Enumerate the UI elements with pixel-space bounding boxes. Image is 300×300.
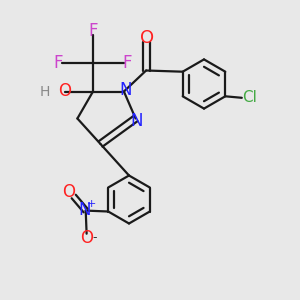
Text: N: N: [119, 81, 132, 99]
Text: F: F: [54, 54, 63, 72]
Text: H: H: [40, 85, 50, 98]
Text: O: O: [58, 82, 72, 100]
Text: N: N: [79, 201, 92, 219]
Text: -: -: [93, 231, 97, 244]
Text: +: +: [86, 199, 96, 209]
Text: O: O: [62, 183, 75, 201]
Text: F: F: [88, 22, 98, 40]
Text: F: F: [123, 54, 132, 72]
Text: Cl: Cl: [242, 90, 257, 105]
Text: O: O: [80, 229, 93, 247]
Text: N: N: [131, 112, 143, 130]
Text: O: O: [140, 29, 154, 47]
